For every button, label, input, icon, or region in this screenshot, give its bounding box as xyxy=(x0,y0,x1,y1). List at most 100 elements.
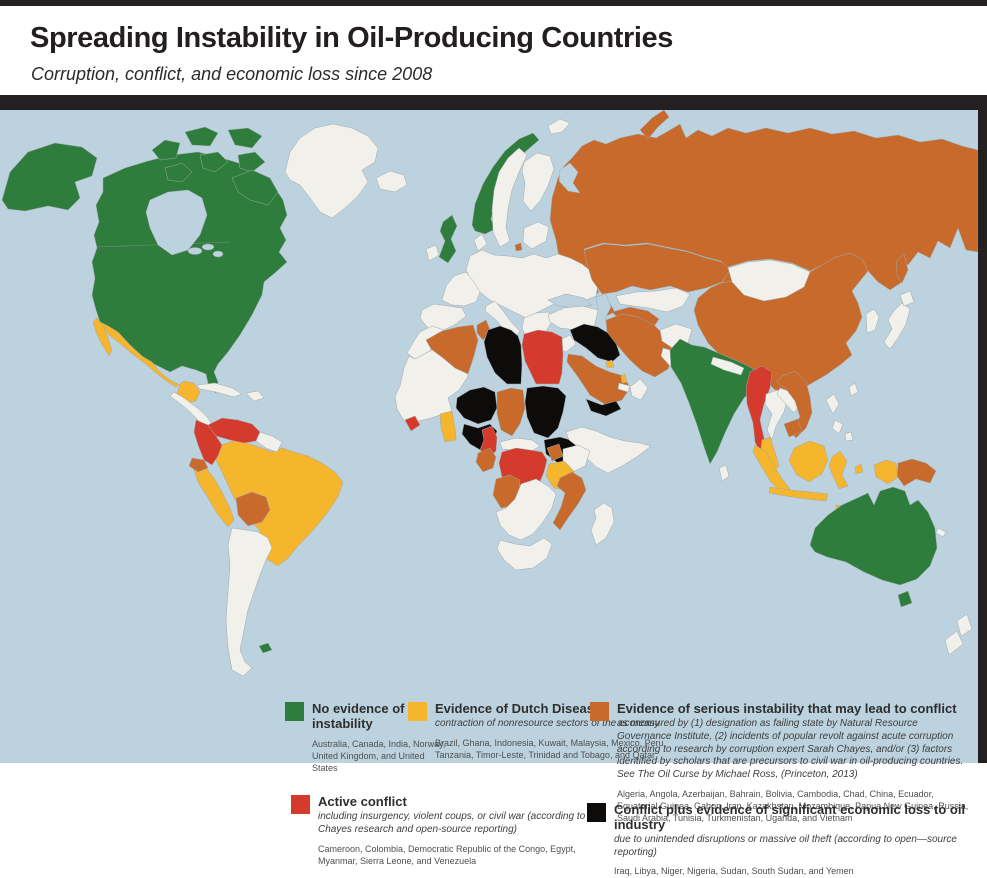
legend-countries: Iraq, Libya, Niger, Nigeria, Sudan, Sout… xyxy=(614,866,854,877)
header-divider-bar xyxy=(0,95,987,110)
country-sudan xyxy=(524,385,567,439)
country-uae xyxy=(617,382,631,393)
legend-title: No evidence of instability xyxy=(312,701,405,731)
black-sea xyxy=(547,293,593,309)
country-sierra-leone xyxy=(404,415,421,432)
country-finland xyxy=(521,152,555,212)
arctic-island-1 xyxy=(151,139,181,161)
arctic-island-2 xyxy=(184,126,219,147)
country-australia xyxy=(809,486,938,586)
header: Spreading Instability in Oil-Producing C… xyxy=(0,6,987,95)
country-yemen xyxy=(585,398,622,417)
legend-title: Evidence of Dutch Disease xyxy=(435,701,602,716)
arctic-island-4 xyxy=(164,162,193,183)
country-kazakhstan xyxy=(583,243,731,295)
country-norway xyxy=(471,132,540,235)
region-southern-africa xyxy=(495,478,557,541)
country-iceland xyxy=(375,170,408,193)
country-ecuador xyxy=(188,457,209,473)
country-sweden xyxy=(491,147,528,248)
region-nepal xyxy=(710,356,745,376)
legend-item-economic-loss: Conflict plus evidence of significant ec… xyxy=(587,802,976,878)
country-niger xyxy=(455,386,498,425)
great-lake-3 xyxy=(212,250,224,258)
legend-item-dutch-disease: Evidence of Dutch Disease contraction of… xyxy=(408,701,667,761)
region-kaliningrad xyxy=(514,242,523,252)
island-taiwan xyxy=(848,382,859,397)
legend-title: Evidence of serious instability that may… xyxy=(617,701,957,716)
country-qatar xyxy=(620,373,628,384)
arctic-island-3 xyxy=(227,127,263,149)
country-kuwait xyxy=(605,359,615,369)
country-sri-lanka xyxy=(718,464,730,482)
legend-title: Active conflict xyxy=(318,794,407,809)
map-area: No evidence of instability Australia, Ca… xyxy=(0,110,987,876)
white-sea xyxy=(558,162,581,194)
region-baltics xyxy=(522,221,550,250)
country-mongolia xyxy=(727,259,811,302)
country-italy xyxy=(484,300,521,339)
country-gabon xyxy=(475,447,497,473)
country-south-africa xyxy=(496,537,553,571)
arctic-island-6 xyxy=(237,151,266,173)
country-mozambique xyxy=(552,471,587,531)
country-united-kingdom xyxy=(438,214,458,264)
island-luzon xyxy=(825,393,840,415)
island-visayas xyxy=(831,419,844,435)
country-cuba xyxy=(196,382,243,398)
country-papua-new-guinea xyxy=(896,458,937,487)
island-new-caledonia xyxy=(935,527,947,538)
country-cambodia xyxy=(783,418,803,438)
country-france xyxy=(441,271,481,307)
island-baffin xyxy=(231,169,279,206)
legend-description: as measured by (1) designation as failin… xyxy=(617,717,964,781)
country-russia xyxy=(549,123,979,299)
nz-south-island xyxy=(944,630,964,656)
country-madagascar xyxy=(590,502,615,546)
world-map xyxy=(1,110,979,677)
country-egypt xyxy=(521,329,564,385)
legend-description: including insurgency, violent coups, or … xyxy=(318,810,586,835)
region-alaska xyxy=(1,142,98,212)
country-mexico xyxy=(99,321,201,404)
hudson-bay xyxy=(145,189,208,256)
country-central-african-republic xyxy=(499,437,541,453)
region-uzbekistan xyxy=(615,287,691,313)
legend-swatch-serious-instability xyxy=(590,702,609,721)
country-denmark xyxy=(473,233,488,252)
region-guyanas xyxy=(255,431,283,453)
country-algeria xyxy=(425,324,479,375)
island-mindanao xyxy=(844,431,854,442)
island-hokkaido xyxy=(899,290,915,307)
legend-swatch-dutch-disease xyxy=(408,702,427,721)
arctic-island-5 xyxy=(199,151,229,173)
island-borneo xyxy=(788,440,829,483)
country-ghana xyxy=(439,410,457,443)
country-oman xyxy=(629,378,649,401)
right-border-bar xyxy=(978,95,987,763)
legend-swatch-economic-loss xyxy=(587,803,606,822)
region-baja-california xyxy=(92,317,113,357)
country-saudi-arabia xyxy=(566,353,631,406)
island-novaya-zemlya xyxy=(639,110,670,140)
region-west-papua xyxy=(873,459,899,485)
legend-countries: Cameroon, Colombia, Democratic Republic … xyxy=(318,843,576,866)
legend-description: due to unintended disruptions or massive… xyxy=(614,833,957,858)
island-hispaniola xyxy=(245,390,265,402)
great-lake-2 xyxy=(201,243,215,251)
country-chad xyxy=(496,387,526,437)
legend-swatch-no-evidence xyxy=(285,702,304,721)
country-japan xyxy=(883,302,911,350)
region-korea xyxy=(865,308,880,334)
page-subtitle: Corruption, conflict, and economic loss … xyxy=(31,64,433,84)
top-border-bar xyxy=(0,0,987,6)
island-sakhalin xyxy=(895,253,909,284)
nz-north-island xyxy=(956,613,973,637)
legend-swatch-active-conflict xyxy=(291,795,310,814)
island-moluccas xyxy=(854,463,864,475)
region-southern-cone xyxy=(225,527,273,677)
legend-item-no-evidence: No evidence of instability Australia, Ca… xyxy=(285,701,452,774)
country-vietnam xyxy=(776,370,813,439)
legend-item-active-conflict: Active conflict including insurgency, vi… xyxy=(291,794,586,867)
page-title: Spreading Instability in Oil-Producing C… xyxy=(30,22,674,54)
